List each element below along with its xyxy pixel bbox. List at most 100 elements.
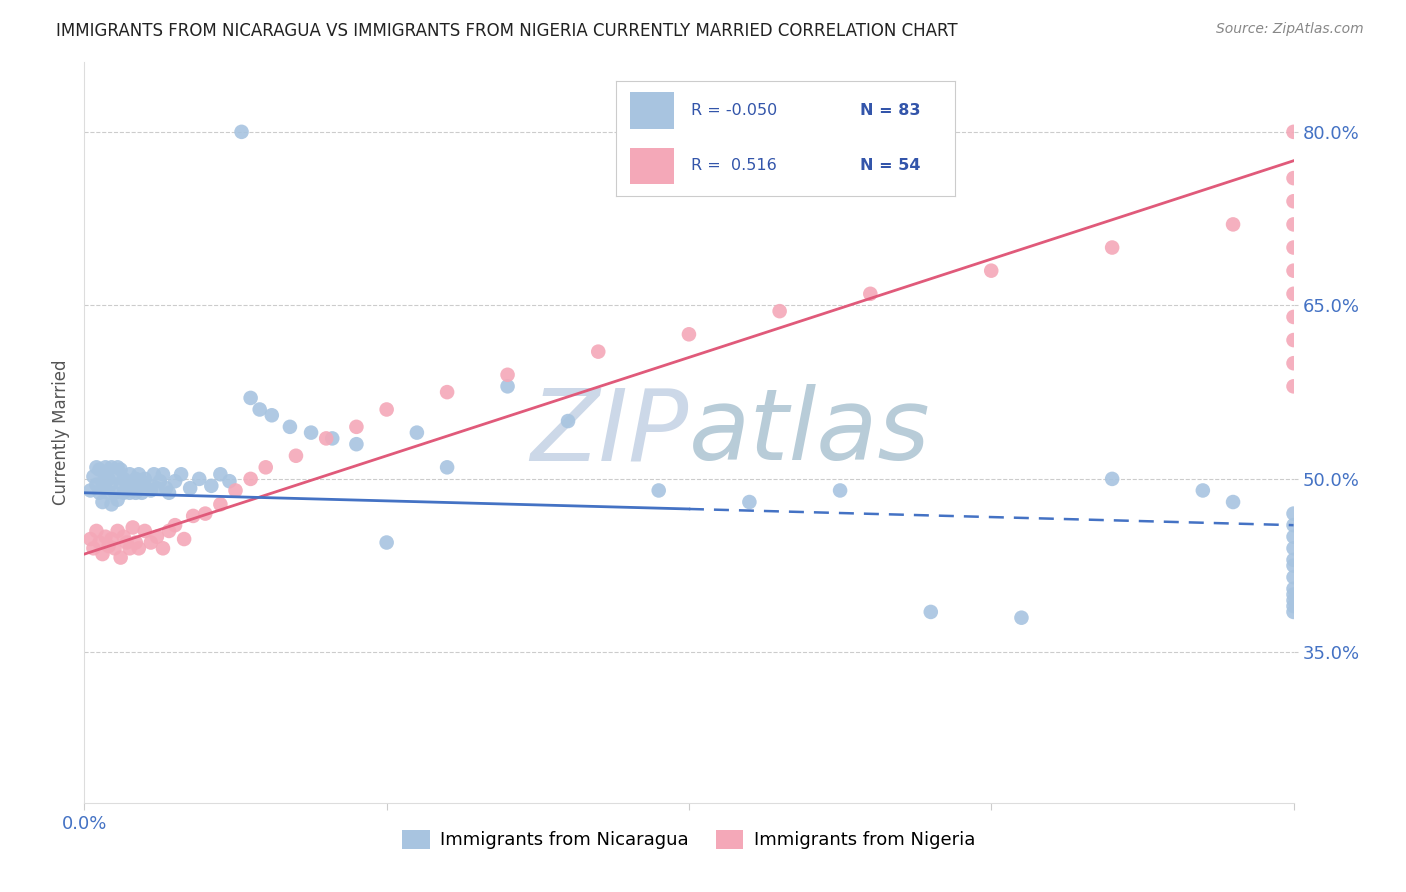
Point — [173, 532, 195, 546]
Point — [94, 467, 117, 482]
Point — [496, 379, 519, 393]
Point — [149, 474, 172, 488]
Point — [125, 535, 148, 549]
Point — [1282, 333, 1305, 347]
Point — [94, 481, 117, 495]
Point — [136, 479, 159, 493]
Point — [139, 535, 162, 549]
Y-axis label: Currently Married: Currently Married — [52, 359, 70, 506]
Point — [436, 385, 458, 400]
Point — [97, 472, 120, 486]
Text: Source: ZipAtlas.com: Source: ZipAtlas.com — [1216, 22, 1364, 37]
Point — [128, 467, 150, 482]
Point — [830, 483, 852, 498]
Point — [146, 481, 169, 495]
Point — [121, 476, 143, 491]
Point — [1282, 356, 1305, 370]
Point — [209, 497, 232, 511]
Point — [1282, 507, 1305, 521]
Point — [239, 391, 262, 405]
Point — [299, 425, 322, 440]
Point — [1282, 553, 1305, 567]
Point — [139, 483, 162, 498]
Point — [125, 472, 148, 486]
Point — [86, 524, 108, 538]
Point — [107, 460, 129, 475]
Point — [115, 479, 138, 493]
Point — [146, 530, 169, 544]
Point — [170, 467, 193, 482]
Point — [200, 479, 222, 493]
Point — [165, 474, 187, 488]
Point — [79, 483, 101, 498]
Point — [346, 420, 368, 434]
Point — [104, 469, 127, 483]
Point — [128, 541, 150, 556]
Point — [321, 431, 343, 445]
Point — [110, 462, 132, 476]
Point — [859, 286, 882, 301]
Point — [375, 535, 398, 549]
Point — [91, 547, 114, 561]
Point — [436, 460, 458, 475]
Point — [406, 425, 429, 440]
Point — [920, 605, 942, 619]
Point — [315, 431, 337, 445]
Point — [1282, 518, 1305, 533]
Point — [1282, 125, 1305, 139]
Point — [254, 460, 277, 475]
Point — [1282, 286, 1305, 301]
Point — [648, 483, 671, 498]
Point — [1282, 218, 1305, 232]
Point — [91, 495, 114, 509]
Point — [89, 535, 111, 549]
Point — [134, 524, 156, 538]
Point — [118, 467, 141, 482]
Point — [179, 481, 201, 495]
Point — [1282, 582, 1305, 596]
Point — [100, 532, 122, 546]
Point — [91, 476, 114, 491]
Point — [1282, 588, 1305, 602]
Point — [1282, 599, 1305, 614]
Point — [110, 476, 132, 491]
Point — [209, 467, 232, 482]
Point — [1282, 570, 1305, 584]
Point — [131, 474, 153, 488]
Point — [157, 485, 180, 500]
Text: atlas: atlas — [689, 384, 931, 481]
Point — [1282, 593, 1305, 607]
Point — [260, 409, 283, 423]
Point — [131, 485, 153, 500]
Point — [157, 524, 180, 538]
Point — [1222, 218, 1244, 232]
Text: IMMIGRANTS FROM NICARAGUA VS IMMIGRANTS FROM NIGERIA CURRENTLY MARRIED CORRELATI: IMMIGRANTS FROM NICARAGUA VS IMMIGRANTS … — [56, 22, 957, 40]
Point — [94, 460, 117, 475]
Point — [82, 541, 104, 556]
Point — [112, 472, 135, 486]
Point — [1282, 541, 1305, 556]
Point — [155, 481, 177, 495]
Point — [115, 535, 138, 549]
Point — [104, 541, 127, 556]
Point — [79, 532, 101, 546]
Point — [165, 518, 187, 533]
Point — [285, 449, 308, 463]
Point — [1282, 171, 1305, 186]
Point — [194, 507, 217, 521]
Point — [110, 550, 132, 565]
Point — [152, 541, 174, 556]
Point — [118, 541, 141, 556]
Point — [125, 485, 148, 500]
Point — [588, 344, 610, 359]
Point — [112, 485, 135, 500]
Point — [128, 481, 150, 495]
Point — [1282, 263, 1305, 277]
Point — [188, 472, 211, 486]
Point — [142, 467, 165, 482]
Point — [134, 472, 156, 486]
Point — [1282, 379, 1305, 393]
Point — [1101, 472, 1123, 486]
Point — [100, 476, 122, 491]
Point — [239, 472, 262, 486]
